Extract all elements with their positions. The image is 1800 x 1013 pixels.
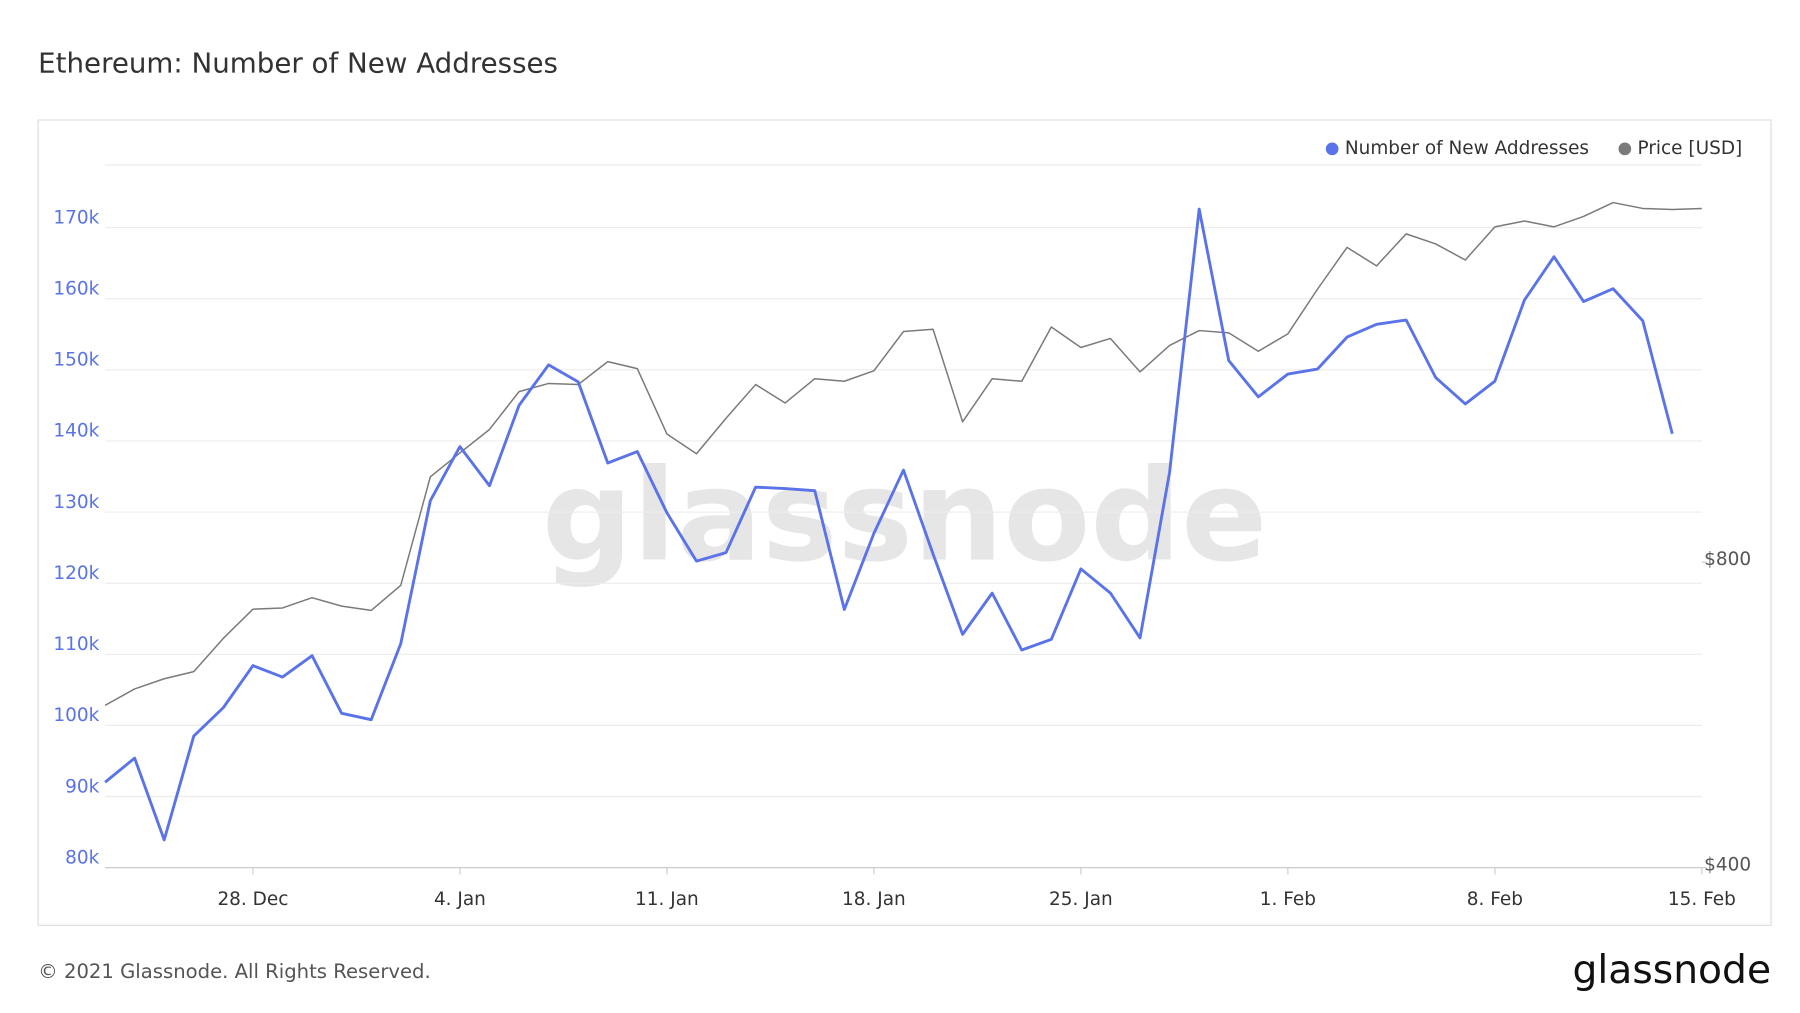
x-tick-label: 15. Feb [1668, 889, 1736, 910]
x-tick-label: 8. Feb [1467, 889, 1523, 910]
legend-label: Number of New Addresses [1345, 138, 1589, 159]
legend-marker [1618, 142, 1632, 156]
line-series [104, 201, 1702, 707]
y-tick-label: 80k [65, 847, 99, 868]
y-tick-label: 120k [53, 563, 99, 584]
y-tick-label: 150k [53, 350, 99, 371]
chart-title: Ethereum: Number of New Addresses [38, 47, 558, 80]
y2-tick-label: $400 [1704, 854, 1751, 875]
x-tick-label: 4. Jan [434, 889, 486, 910]
y-tick-label: 160k [53, 278, 99, 299]
line-series [104, 207, 1674, 842]
footer: © 2021 Glassnode. All Rights Reserved. [38, 960, 431, 983]
x-tick-label: 18. Jan [842, 889, 906, 910]
x-tick-label: 25. Jan [1049, 889, 1113, 910]
legend-label: Price [USD] [1638, 138, 1743, 159]
y-tick-label: 90k [65, 776, 99, 797]
y-tick-label: 130k [53, 492, 99, 513]
chart-frame [37, 119, 1772, 926]
y-tick-label: 100k [53, 705, 99, 726]
y-tick-label: 110k [53, 634, 99, 655]
logo: glassnode [1573, 948, 1772, 993]
y-tick-label: 140k [53, 421, 99, 442]
watermark: glassnode [542, 442, 1268, 590]
x-tick-label: 28. Dec [217, 889, 288, 910]
y2-tick-label: $800 [1704, 549, 1751, 570]
y-tick-label: 170k [53, 207, 99, 228]
legend-marker [1325, 142, 1339, 156]
x-tick-label: 11. Jan [635, 889, 699, 910]
x-tick-label: 1. Feb [1260, 889, 1316, 910]
